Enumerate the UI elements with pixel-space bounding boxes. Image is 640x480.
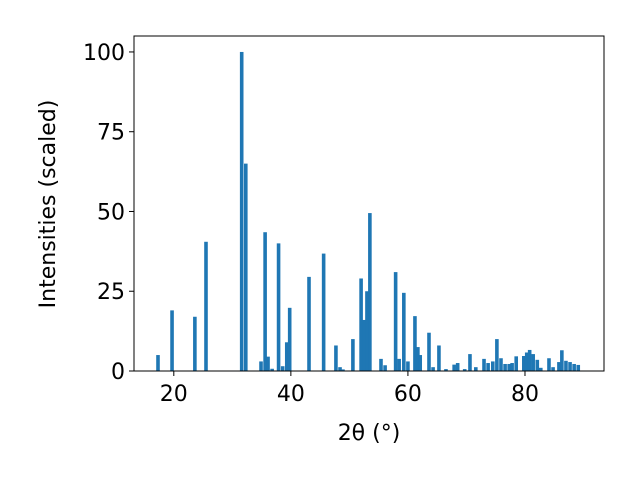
bar xyxy=(495,339,499,371)
bar xyxy=(266,356,270,371)
bar xyxy=(503,363,507,371)
bar xyxy=(284,342,289,371)
bar xyxy=(538,367,543,371)
bar xyxy=(334,345,338,371)
bar xyxy=(170,310,174,371)
y-tick-label: 75 xyxy=(97,121,125,146)
bar xyxy=(379,358,383,371)
bar xyxy=(427,332,431,371)
x-tick-label: 60 xyxy=(394,382,422,407)
y-tick-label: 50 xyxy=(97,200,125,225)
x-tick-label: 80 xyxy=(511,382,539,407)
y-tick-label: 100 xyxy=(83,41,125,66)
bar xyxy=(243,163,248,371)
bar xyxy=(576,364,581,371)
x-tick-label: 20 xyxy=(160,382,188,407)
bar xyxy=(572,363,576,371)
bar xyxy=(359,278,363,371)
bar xyxy=(444,369,448,371)
bar xyxy=(514,356,519,371)
bar xyxy=(551,367,555,371)
bar xyxy=(437,345,441,371)
bar xyxy=(527,349,532,371)
bar xyxy=(522,356,526,371)
plot-frame xyxy=(133,35,605,372)
bar xyxy=(486,363,490,371)
bar xyxy=(276,243,281,371)
bar xyxy=(321,253,326,371)
bar xyxy=(365,291,369,371)
bar xyxy=(474,367,478,371)
y-tick-label: 0 xyxy=(111,360,125,385)
bar xyxy=(406,361,410,371)
bar xyxy=(507,363,511,371)
bar xyxy=(531,354,535,371)
bar xyxy=(362,319,366,371)
bar xyxy=(307,276,311,371)
bar xyxy=(568,362,572,371)
bar xyxy=(383,365,387,371)
bar xyxy=(402,292,406,371)
bar xyxy=(455,363,460,371)
x-axis-label: 2θ (°) xyxy=(338,421,401,446)
bar xyxy=(499,358,503,371)
bar xyxy=(393,272,398,371)
bar xyxy=(341,369,345,371)
bar xyxy=(338,367,342,371)
bar xyxy=(259,361,263,371)
bar xyxy=(397,358,401,371)
bar xyxy=(270,368,274,371)
y-tick-label: 25 xyxy=(97,280,125,305)
bar xyxy=(524,352,529,371)
bar xyxy=(239,51,244,371)
bar xyxy=(156,355,160,371)
bar xyxy=(468,354,472,371)
bar xyxy=(490,361,495,371)
bar xyxy=(351,339,355,371)
bar xyxy=(416,347,420,371)
bar xyxy=(482,358,486,371)
y-axis-label: Intensities (scaled) xyxy=(36,100,61,309)
bar xyxy=(368,213,372,371)
bar xyxy=(564,360,568,371)
bar xyxy=(462,369,467,371)
bar xyxy=(452,364,456,371)
bar xyxy=(263,232,267,371)
bar xyxy=(280,366,285,371)
bar xyxy=(193,316,197,371)
x-tick-label: 40 xyxy=(277,382,305,407)
bar xyxy=(413,316,417,371)
bar xyxy=(510,363,514,371)
bar xyxy=(204,241,208,371)
bar xyxy=(418,355,423,371)
bar xyxy=(547,358,551,371)
bar xyxy=(557,362,561,371)
bar xyxy=(535,359,540,371)
bar xyxy=(431,367,435,371)
bar xyxy=(560,350,564,371)
bar xyxy=(287,307,292,371)
